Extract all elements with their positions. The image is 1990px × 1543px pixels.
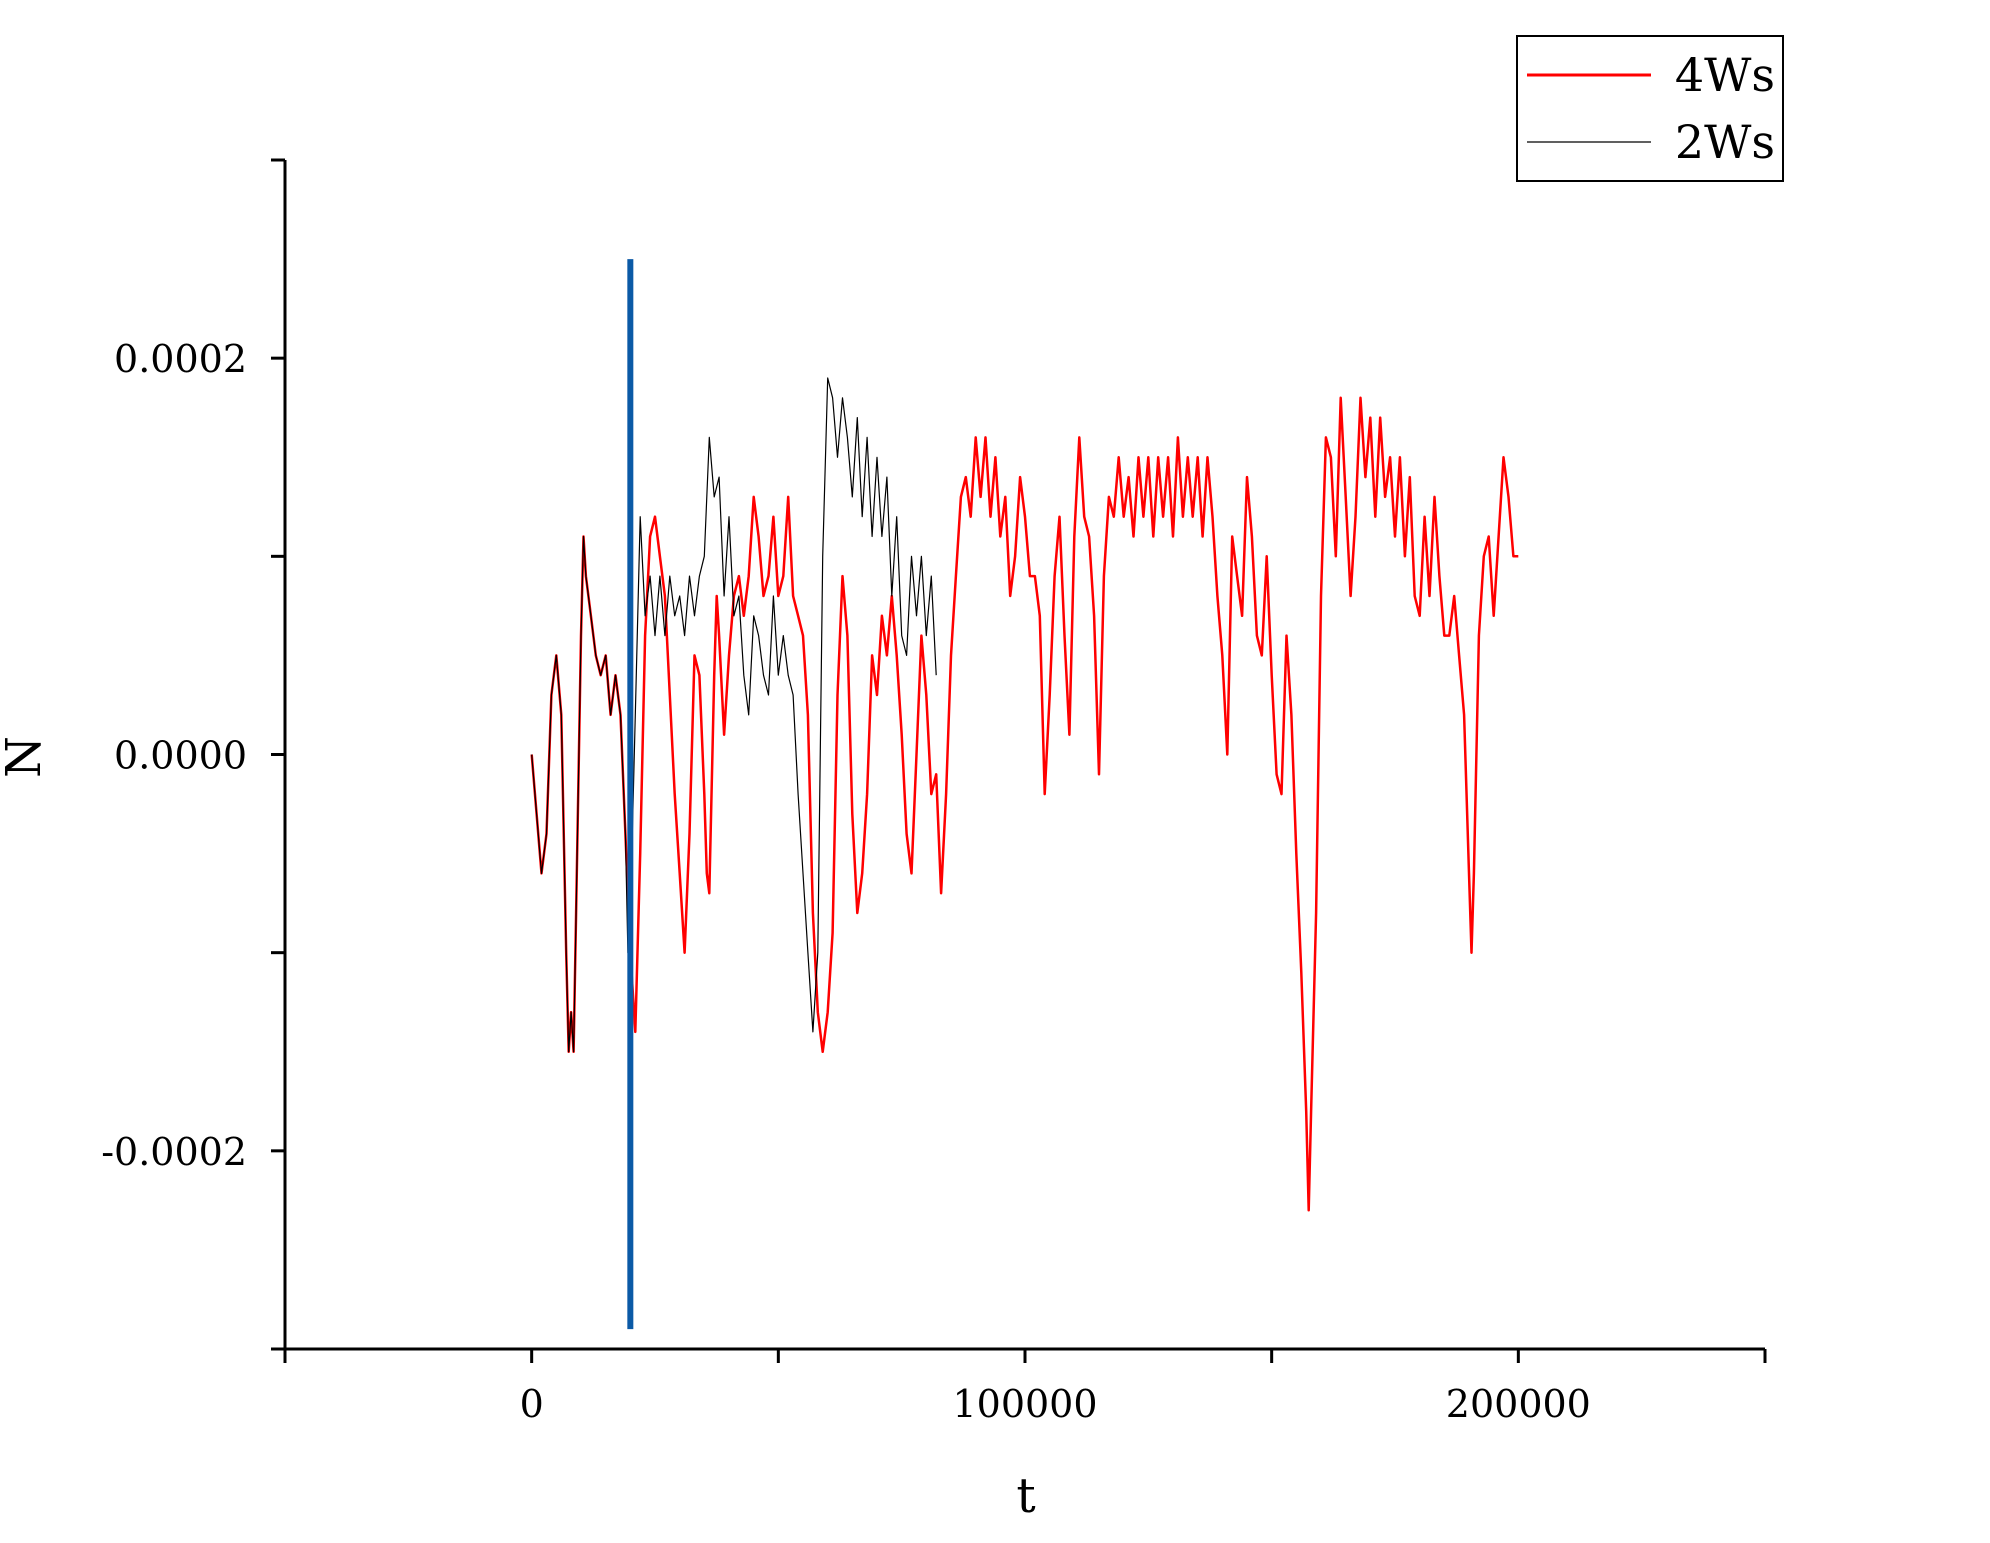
y-tick-label: -0.0002	[101, 1130, 247, 1174]
legend-label: 2Ws	[1675, 115, 1775, 169]
chart-tick-labels: 0 100000 200000 -0.0002 0.0000 0.0002	[101, 337, 1591, 1426]
y-tick-label: 0.0002	[114, 337, 247, 381]
x-tick-label: 100000	[952, 1382, 1097, 1426]
legend-box	[1516, 35, 1784, 182]
x-tick-label: 200000	[1446, 1382, 1591, 1426]
chart-axes	[283, 160, 1765, 1351]
plot-area	[530, 259, 1519, 1330]
series-line-4Ws	[530, 396, 1519, 1212]
x-tick-label: 0	[520, 1382, 544, 1426]
x-axis-title: t	[1016, 1468, 1035, 1524]
y-axis-title: N	[0, 736, 52, 778]
chart-ticks	[271, 158, 1767, 1363]
legend-label: 4Ws	[1675, 48, 1775, 102]
series-line-2Ws	[531, 377, 937, 1053]
y-tick-label: 0.0000	[114, 734, 247, 778]
